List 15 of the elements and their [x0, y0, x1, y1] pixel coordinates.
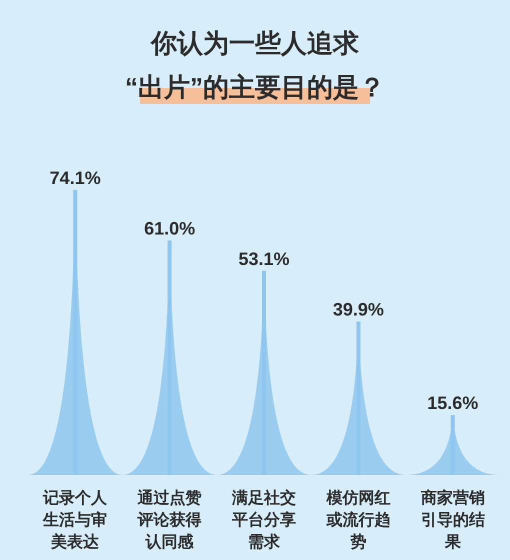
- data-label: 61.0%: [144, 218, 196, 238]
- x-tick-label: 模仿网红或流行趋势: [325, 489, 390, 551]
- data-label: 39.9%: [332, 300, 384, 320]
- x-tick-label: 满足社交平台分享需求: [231, 488, 296, 551]
- data-label: 74.1%: [50, 168, 101, 188]
- x-tick-label: 商家营销引导的结果: [420, 488, 485, 551]
- x-tick-label: 通过点赞评论获得认同感: [136, 489, 202, 551]
- bar: [450, 415, 455, 475]
- chart-title: 你认为一些人追求 “出片”的主要目的是？: [125, 28, 385, 102]
- bar: [73, 190, 78, 475]
- data-label: 15.6%: [427, 393, 478, 413]
- x-tick-label: 记录个人生活与审美表达: [42, 489, 108, 551]
- data-label: 53.1%: [238, 248, 290, 269]
- bar: [168, 240, 172, 475]
- bar: [262, 270, 266, 475]
